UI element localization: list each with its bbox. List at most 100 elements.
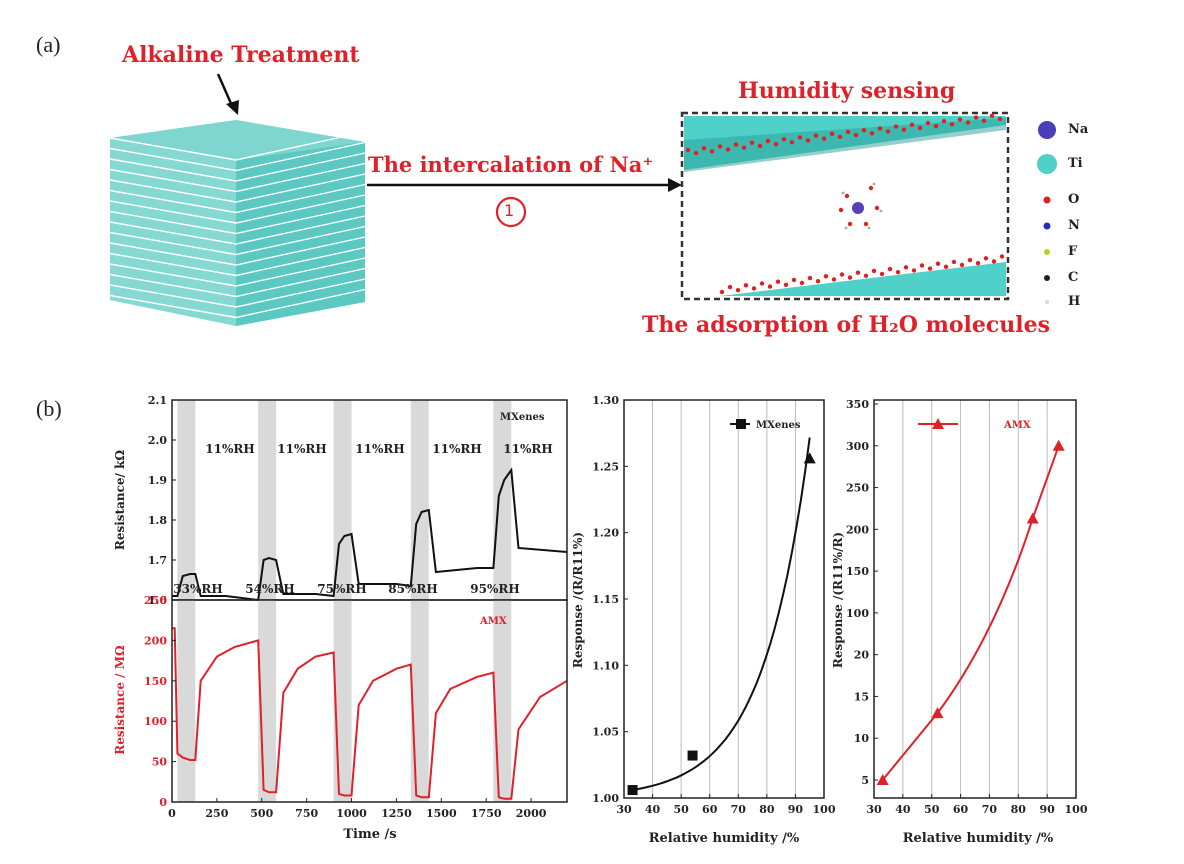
- amx-resistance-line: [172, 627, 568, 800]
- stack-layer-line: [109, 267, 366, 298]
- y-tick-label: 0: [159, 796, 167, 809]
- stack-layer-line: [109, 194, 366, 224]
- oxygen-atom: [757, 143, 763, 149]
- y-tick-label: 1.6: [148, 594, 167, 607]
- oxygen-atom: [893, 124, 899, 129]
- adsorption-label: The adsorption of H₂O molecules: [642, 312, 1051, 338]
- oxygen-atom: [901, 127, 907, 132]
- data-point: [687, 750, 698, 761]
- x-tick-label: 60: [702, 803, 718, 816]
- x-tick-label: 1750: [471, 807, 502, 820]
- data-point: [876, 774, 889, 785]
- oxygen-atom: [829, 131, 835, 136]
- y-tick-label: 250: [846, 482, 869, 495]
- oxygen-atom: [805, 138, 811, 143]
- oxygen-atom: [839, 272, 845, 277]
- y-tick-label: 200: [846, 523, 869, 536]
- oxygen-atom: [871, 268, 877, 274]
- oxygen-atom: [725, 147, 731, 152]
- oxygen-atom: [885, 129, 891, 134]
- oxygen-atom: [957, 117, 963, 122]
- oxygen-atom: [983, 256, 989, 261]
- annotation-bottom: 95%RH: [470, 582, 519, 596]
- oxygen-atom: [935, 261, 941, 266]
- oxygen-atom: [895, 270, 901, 275]
- x-tick-label: 1250: [381, 807, 412, 820]
- oxygen-atom: [775, 279, 781, 284]
- oxygen-atom: [933, 123, 939, 129]
- legend-o: O: [1068, 192, 1080, 207]
- mxenes-resistance-line: [172, 467, 568, 602]
- oxygen-atom: [853, 132, 859, 138]
- y-tick-label: 5: [861, 774, 869, 787]
- oxygen-atom: [989, 113, 995, 119]
- top-atomic-layer: [684, 113, 1006, 172]
- plot-frame: [171, 599, 568, 803]
- annotation-top: 11%RH: [205, 442, 254, 456]
- oxygen-atom: [965, 120, 971, 125]
- series-label: MXenes: [756, 420, 801, 431]
- panel-a-label: (a): [36, 32, 61, 57]
- stack-layer-line: [109, 278, 366, 308]
- y-tick-label: 2.1: [148, 394, 167, 407]
- stack-layer-line: [109, 173, 366, 203]
- oxygen-atom: [911, 268, 917, 273]
- y-tick-label: 300: [846, 440, 869, 453]
- y-tick-label: 150: [846, 565, 869, 578]
- y-tick-label: 20: [854, 649, 870, 662]
- oxygen-atom: [751, 286, 757, 291]
- x-tick-label: 60: [953, 803, 969, 816]
- oxygen-atom: [743, 283, 749, 288]
- oxygen-atom: [807, 275, 813, 281]
- oxygen-atom: [887, 266, 893, 272]
- oxygen-atom: [727, 284, 733, 290]
- oxygen-atom: [685, 147, 691, 153]
- series-label: AMX: [1003, 420, 1031, 431]
- y-tick-label: 1.15: [592, 593, 619, 606]
- x-tick-label: 80: [1011, 803, 1027, 816]
- annotation-top: 11%RH: [277, 442, 326, 456]
- x-tick-label: 40: [895, 803, 911, 816]
- x-tick-label: 40: [645, 803, 661, 816]
- y-tick-label: 50: [152, 756, 168, 769]
- data-point: [627, 785, 638, 796]
- x-tick-label: 30: [866, 803, 882, 816]
- arrow-label: The intercalation of Na⁺: [368, 152, 654, 177]
- humidity-exposure-band: [177, 600, 196, 802]
- stack-layer-line: [109, 131, 366, 161]
- annotation-bottom: 54%RH: [245, 582, 294, 596]
- oxygen-atom: [837, 134, 843, 140]
- y-tick-label: 1.25: [592, 460, 619, 473]
- x-tick-label: 70: [731, 803, 747, 816]
- oxygen-atom: [877, 126, 883, 131]
- y-axis-label: Resistance/ kΩ: [113, 450, 127, 551]
- legend-h: H: [1068, 294, 1081, 309]
- y-axis-label: Response /(R/R11%): [571, 532, 585, 668]
- oxygen-atom: [735, 288, 741, 293]
- x-tick-label: 1000: [336, 807, 367, 820]
- stack-layer-line: [109, 215, 366, 245]
- panel-b-label: (b): [36, 396, 62, 421]
- y-tick-label: 1.7: [148, 554, 167, 567]
- oxygen-atom: [959, 262, 965, 268]
- x-tick-label: 250: [205, 807, 228, 820]
- oxygen-atom: [903, 265, 909, 270]
- x-tick-label: 70: [982, 803, 998, 816]
- x-tick-label: 2000: [516, 807, 547, 820]
- humidity-exposure-band: [493, 600, 512, 802]
- y-tick-label: 100: [846, 607, 869, 620]
- oxygen-atom: [999, 254, 1005, 259]
- oxygen-atom: [951, 259, 957, 265]
- humidity-exposure-band: [493, 400, 512, 600]
- y-tick-label: 15: [854, 690, 869, 703]
- oxygen-atom: [823, 274, 829, 279]
- legend-na: Na: [1068, 122, 1089, 137]
- humidity-exposure-band: [410, 600, 429, 802]
- step-number: 1: [504, 201, 515, 220]
- oxygen-atom: [869, 131, 875, 136]
- y-tick-label: 1.20: [592, 527, 619, 540]
- x-axis-label: Relative humidity /%: [903, 831, 1054, 846]
- na-ion-with-water: [838, 182, 883, 230]
- humidity-exposure-band: [258, 400, 277, 600]
- x-tick-label: 80: [759, 803, 775, 816]
